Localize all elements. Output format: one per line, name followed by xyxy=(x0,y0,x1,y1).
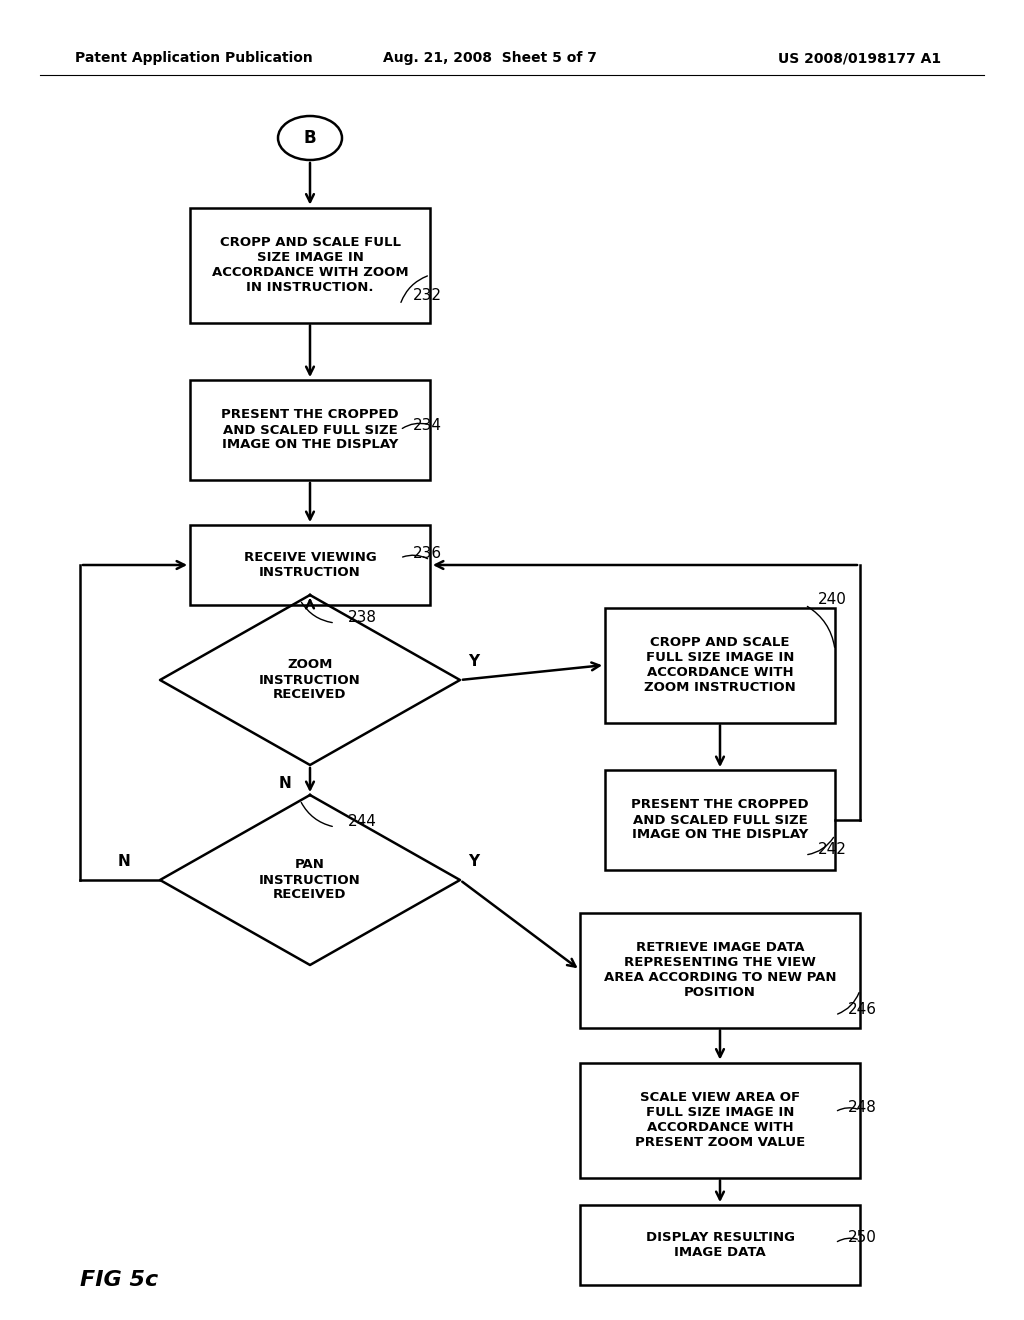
Text: CROPP AND SCALE
FULL SIZE IMAGE IN
ACCORDANCE WITH
ZOOM INSTRUCTION: CROPP AND SCALE FULL SIZE IMAGE IN ACCOR… xyxy=(644,636,796,694)
Bar xyxy=(605,607,835,722)
Text: 244: 244 xyxy=(348,814,377,829)
Text: 246: 246 xyxy=(848,1002,877,1018)
Text: 242: 242 xyxy=(818,842,847,858)
Text: Y: Y xyxy=(468,655,479,669)
Text: 236: 236 xyxy=(413,545,442,561)
Text: RETRIEVE IMAGE DATA
REPRESENTING THE VIEW
AREA ACCORDING TO NEW PAN
POSITION: RETRIEVE IMAGE DATA REPRESENTING THE VIE… xyxy=(604,941,837,999)
Text: N: N xyxy=(279,776,292,791)
Text: DISPLAY RESULTING
IMAGE DATA: DISPLAY RESULTING IMAGE DATA xyxy=(645,1232,795,1259)
Bar xyxy=(580,1063,860,1177)
Bar xyxy=(580,1205,860,1284)
Ellipse shape xyxy=(278,116,342,160)
Text: FIG 5c: FIG 5c xyxy=(80,1270,159,1290)
Text: Aug. 21, 2008  Sheet 5 of 7: Aug. 21, 2008 Sheet 5 of 7 xyxy=(383,51,597,65)
Bar xyxy=(190,207,430,322)
Text: 248: 248 xyxy=(848,1100,877,1114)
Text: SCALE VIEW AREA OF
FULL SIZE IMAGE IN
ACCORDANCE WITH
PRESENT ZOOM VALUE: SCALE VIEW AREA OF FULL SIZE IMAGE IN AC… xyxy=(635,1092,805,1148)
Bar xyxy=(190,525,430,605)
Text: 238: 238 xyxy=(348,610,377,626)
Text: 232: 232 xyxy=(413,288,442,302)
Text: US 2008/0198177 A1: US 2008/0198177 A1 xyxy=(778,51,941,65)
Text: 250: 250 xyxy=(848,1230,877,1246)
Text: RECEIVE VIEWING
INSTRUCTION: RECEIVE VIEWING INSTRUCTION xyxy=(244,550,377,579)
Text: 234: 234 xyxy=(413,417,442,433)
Text: CROPP AND SCALE FULL
SIZE IMAGE IN
ACCORDANCE WITH ZOOM
IN INSTRUCTION.: CROPP AND SCALE FULL SIZE IMAGE IN ACCOR… xyxy=(212,236,409,294)
Text: PRESENT THE CROPPED
AND SCALED FULL SIZE
IMAGE ON THE DISPLAY: PRESENT THE CROPPED AND SCALED FULL SIZE… xyxy=(631,799,809,842)
Text: PAN
INSTRUCTION
RECEIVED: PAN INSTRUCTION RECEIVED xyxy=(259,858,360,902)
Text: PRESENT THE CROPPED
AND SCALED FULL SIZE
IMAGE ON THE DISPLAY: PRESENT THE CROPPED AND SCALED FULL SIZE… xyxy=(221,408,398,451)
Text: B: B xyxy=(304,129,316,147)
Bar xyxy=(190,380,430,480)
Bar xyxy=(605,770,835,870)
Text: Y: Y xyxy=(468,854,479,870)
Text: 240: 240 xyxy=(818,593,847,607)
Text: N: N xyxy=(118,854,130,870)
Bar xyxy=(580,912,860,1027)
Text: Patent Application Publication: Patent Application Publication xyxy=(75,51,312,65)
Text: ZOOM
INSTRUCTION
RECEIVED: ZOOM INSTRUCTION RECEIVED xyxy=(259,659,360,701)
